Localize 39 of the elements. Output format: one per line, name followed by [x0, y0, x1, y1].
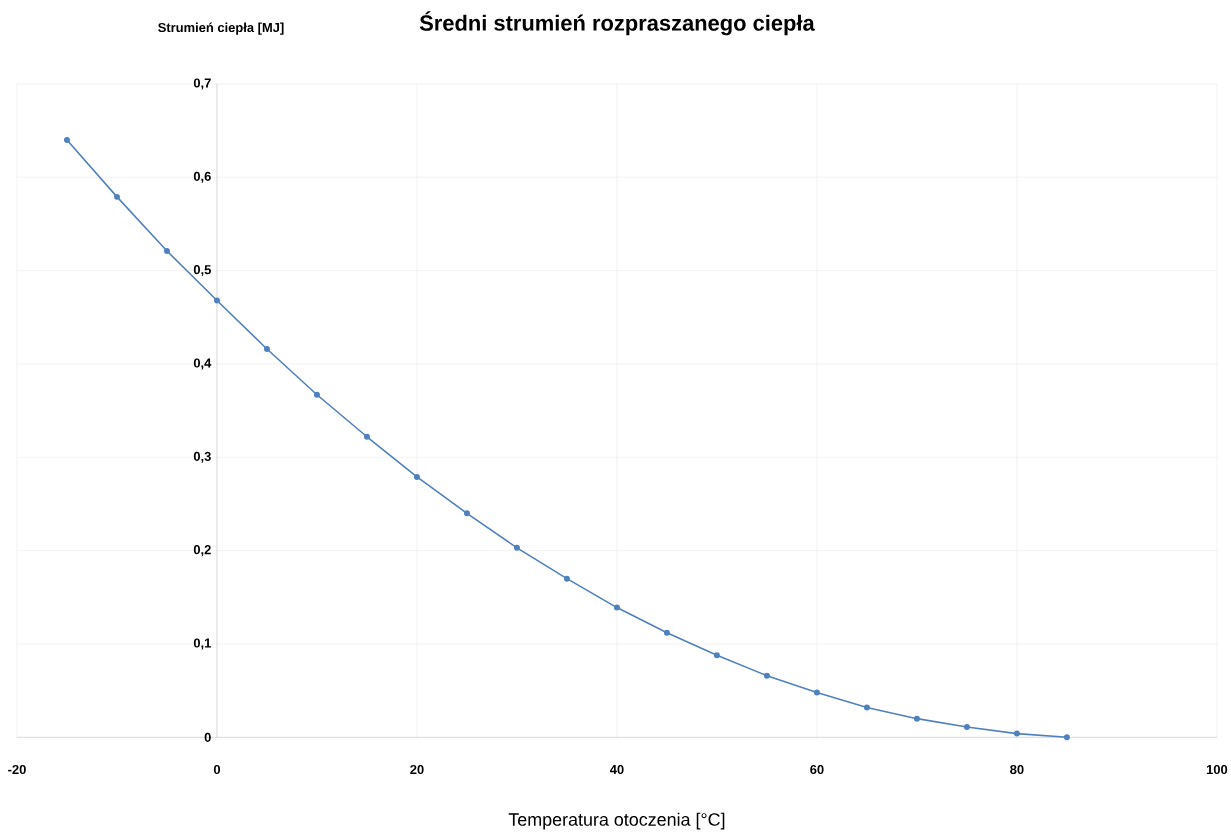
point [813, 689, 820, 696]
point [213, 297, 220, 304]
chart-title: Średni strumień rozpraszanego ciepła [419, 11, 815, 36]
y-tick-label: 0,2 [193, 545, 211, 557]
point [513, 544, 520, 551]
point [863, 704, 870, 711]
y-tick-label: 0,6 [193, 171, 211, 183]
x-tick-label: 20 [410, 765, 424, 775]
point [113, 194, 120, 200]
x-tick-label: 100 [1206, 765, 1228, 775]
point [463, 510, 470, 517]
point [363, 433, 370, 440]
x-tick-label: -20 [8, 765, 26, 775]
point [613, 604, 620, 611]
y-tick-label: 0 [204, 732, 211, 743]
point [413, 474, 420, 481]
x-tick-label: 60 [810, 765, 824, 775]
x-tick-label: 40 [609, 765, 624, 775]
y-tick-label: 0,5 [193, 265, 211, 277]
point [663, 629, 670, 636]
point [763, 672, 770, 679]
point [64, 137, 70, 144]
y-axis-title: Strumień ciepła [MJ] [158, 22, 284, 35]
x-axis-title: Temperatura otoczenia [°C] [508, 812, 725, 830]
point [1013, 730, 1020, 737]
point [913, 715, 920, 722]
point [313, 391, 320, 398]
x-tick-label: 80 [1010, 765, 1024, 775]
y-tick-label: 0,3 [193, 451, 211, 463]
point [163, 248, 170, 255]
point [963, 724, 970, 731]
point [1063, 734, 1070, 741]
point [713, 652, 720, 659]
y-tick-label: 0,1 [193, 638, 211, 650]
x-tick-label: 0 [213, 765, 221, 775]
point [563, 575, 570, 582]
y-tick-label: 0,4 [193, 358, 212, 370]
point [263, 346, 270, 353]
y-tick-label: 0,7 [193, 78, 211, 90]
